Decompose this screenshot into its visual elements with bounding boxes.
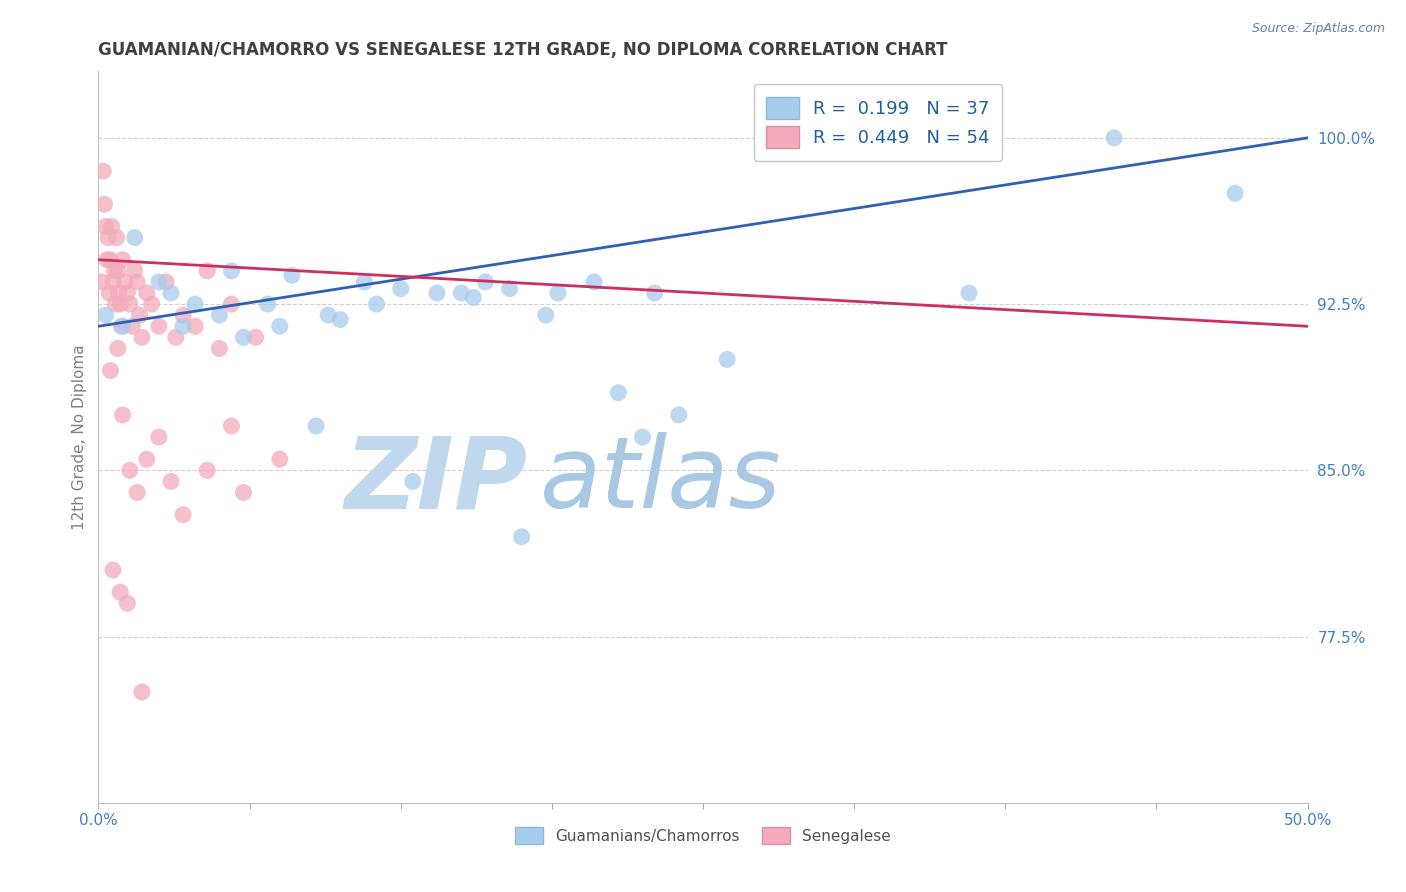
Point [644,285,666,300]
Point [172,308,194,322]
Point [108,297,131,311]
Point [329,312,352,326]
Point [631,430,654,444]
Point [305,419,328,434]
Point [160,475,183,489]
Point [91,275,114,289]
Point [97,230,120,244]
Point [105,230,128,244]
Point [100,363,122,377]
Text: GUAMANIAN/CHAMORRO VS SENEGALESE 12TH GRADE, NO DIPLOMA CORRELATION CHART: GUAMANIAN/CHAMORRO VS SENEGALESE 12TH GR… [98,41,948,59]
Point [583,275,606,289]
Point [148,319,170,334]
Point [135,285,157,300]
Point [110,319,132,334]
Point [450,285,472,300]
Point [148,275,170,289]
Point [1223,186,1246,201]
Text: ZIP: ZIP [344,433,527,530]
Point [94,219,117,234]
Point [269,319,291,334]
Point [114,275,136,289]
Point [172,319,194,334]
Point [463,290,485,304]
Point [107,342,129,356]
Point [103,264,125,278]
Point [957,285,980,300]
Point [607,385,630,400]
Point [111,319,134,334]
Point [232,485,254,500]
Point [101,275,124,289]
Point [269,452,291,467]
Legend: Guamanians/Chamorros, Senegalese: Guamanians/Chamorros, Senegalese [509,822,897,850]
Point [108,285,131,300]
Point [160,285,183,300]
Point [94,308,117,322]
Point [131,330,153,344]
Y-axis label: 12th Grade, No Diploma: 12th Grade, No Diploma [72,344,87,530]
Point [1102,131,1125,145]
Point [510,530,533,544]
Point [93,197,115,211]
Point [118,463,141,477]
Point [172,508,194,522]
Point [256,297,278,311]
Point [668,408,690,422]
Point [155,275,177,289]
Point [716,352,738,367]
Point [104,297,127,311]
Point [221,419,243,434]
Point [232,330,254,344]
Point [221,264,243,278]
Point [148,430,170,444]
Point [389,282,412,296]
Point [91,164,114,178]
Point [131,685,153,699]
Point [111,252,134,267]
Text: atlas: atlas [540,433,782,530]
Point [316,308,339,322]
Point [208,308,231,322]
Point [534,308,557,322]
Point [498,282,520,296]
Point [426,285,449,300]
Point [221,297,243,311]
Point [195,463,218,477]
Point [111,408,134,422]
Point [245,330,267,344]
Point [135,452,157,467]
Point [100,219,122,234]
Point [127,275,149,289]
Point [124,230,146,244]
Point [366,297,388,311]
Point [353,275,375,289]
Point [184,319,207,334]
Point [98,285,121,300]
Point [100,252,122,267]
Point [195,264,218,278]
Point [127,485,149,500]
Point [117,285,139,300]
Point [281,268,304,283]
Point [96,252,118,267]
Point [141,297,163,311]
Point [402,475,425,489]
Text: Source: ZipAtlas.com: Source: ZipAtlas.com [1251,22,1385,36]
Point [165,330,187,344]
Point [108,585,131,599]
Point [121,319,143,334]
Point [128,308,150,322]
Point [117,596,139,610]
Point [184,297,207,311]
Point [124,264,146,278]
Point [107,264,129,278]
Point [208,342,231,356]
Point [547,285,569,300]
Point [118,297,141,311]
Point [474,275,496,289]
Point [101,563,124,577]
